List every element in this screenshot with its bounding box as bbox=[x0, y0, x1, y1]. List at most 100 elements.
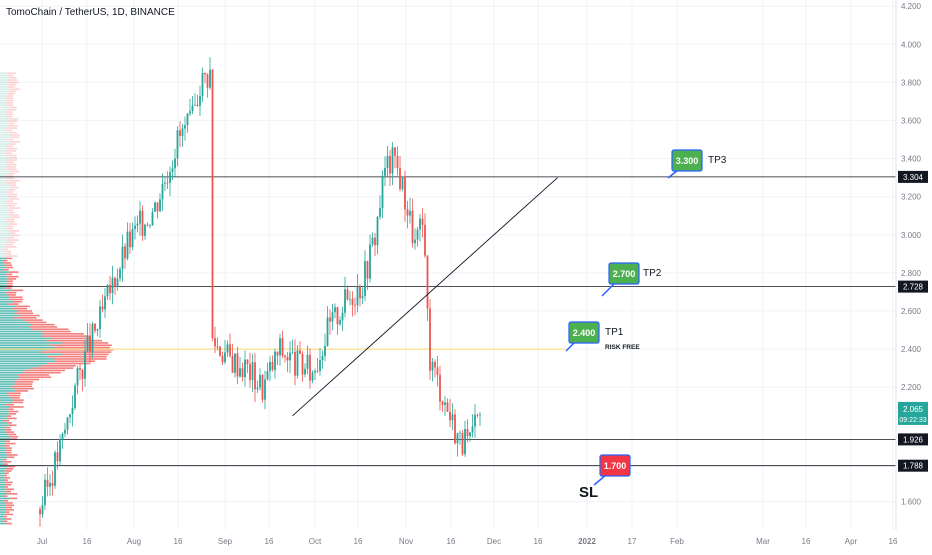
volume-profile-bar-down bbox=[5, 97, 14, 100]
volume-profile-bar-up bbox=[0, 458, 4, 461]
volume-profile-bar-up bbox=[0, 502, 7, 504]
volume-profile-bar-up bbox=[0, 330, 42, 333]
volume-profile-bar-down bbox=[7, 209, 14, 212]
candle-down bbox=[276, 351, 279, 356]
volume-profile-bar-down bbox=[16, 378, 40, 381]
trendline-line bbox=[292, 177, 558, 417]
candle-down bbox=[429, 308, 431, 371]
volume-profile-bar-up bbox=[0, 161, 7, 164]
volume-profile-bar-up bbox=[0, 269, 4, 271]
volume-profile-bar-down bbox=[5, 113, 14, 116]
candle-down bbox=[454, 414, 456, 444]
candle-up bbox=[169, 172, 171, 183]
candle-down bbox=[301, 353, 304, 375]
candle-up bbox=[361, 296, 364, 299]
candle-up bbox=[334, 307, 336, 313]
volume-profile-bar-up bbox=[0, 431, 5, 433]
volume-profile-bar-down bbox=[7, 454, 18, 456]
callout-label-tp1: TP1 bbox=[605, 327, 624, 338]
volume-profile-bar-down bbox=[11, 140, 21, 143]
candle-up bbox=[444, 402, 446, 405]
volume-profile-bar-up bbox=[0, 271, 10, 273]
volume-profile-bar-up bbox=[0, 376, 20, 379]
volume-profile-bar-up bbox=[0, 342, 63, 344]
y-tick-label: 2.600 bbox=[901, 307, 922, 316]
candle-down bbox=[101, 306, 104, 310]
volume-profile-bar-down bbox=[5, 145, 13, 148]
candle-up bbox=[311, 372, 314, 381]
volume-profile-bar-up bbox=[0, 97, 6, 100]
volume-profile-bar-down bbox=[4, 431, 15, 433]
volume-profile-bar-down bbox=[15, 383, 33, 385]
volume-profile-bar-down bbox=[4, 426, 11, 429]
volume-profile-bar-down bbox=[6, 493, 18, 495]
candle-down bbox=[254, 362, 256, 390]
volume-profile-bar-up bbox=[0, 399, 14, 401]
volume-profile-bar-down bbox=[55, 346, 111, 349]
candle-up bbox=[259, 375, 261, 388]
volume-profile-bar-down bbox=[5, 522, 12, 525]
volume-profile-bar-up bbox=[0, 173, 9, 175]
volume-profile-bar-up bbox=[0, 246, 6, 248]
candle-up bbox=[319, 359, 321, 371]
volume-profile-bar-down bbox=[3, 445, 10, 447]
volume-profile-bar-down bbox=[6, 449, 12, 452]
candle-down bbox=[141, 210, 144, 236]
volume-profile-bar-up bbox=[0, 257, 6, 260]
candle-down bbox=[231, 355, 234, 373]
candle-up bbox=[459, 432, 461, 434]
candle-down bbox=[396, 155, 399, 168]
candle-up bbox=[76, 367, 79, 386]
volume-profile-bar-down bbox=[7, 278, 17, 280]
volume-profile-bar-up bbox=[0, 207, 11, 209]
volume-profile-bar-up bbox=[0, 198, 11, 200]
candle-up bbox=[66, 417, 69, 430]
y-tick-label: 1.600 bbox=[901, 498, 922, 507]
candle-down bbox=[129, 231, 131, 248]
candle-down bbox=[214, 337, 216, 347]
volume-profile-bar-down bbox=[5, 115, 13, 118]
volume-profile-bar-up bbox=[0, 319, 24, 321]
volume-profile-bar-down bbox=[5, 504, 15, 507]
candle-up bbox=[181, 128, 184, 137]
annotations[interactable]: 3.300 TP3 2.700 TP2 2.400 TP1 RISK FREE 1.700 SL bbox=[565, 149, 727, 501]
volume-profile-bar-up bbox=[0, 499, 3, 502]
y-tick-label: 3.800 bbox=[901, 78, 922, 87]
candle-down bbox=[461, 432, 464, 455]
volume-profile-bar-up bbox=[0, 401, 13, 404]
candle-up bbox=[121, 246, 124, 270]
trendline[interactable] bbox=[292, 177, 558, 417]
volume-profile-bar-down bbox=[9, 76, 17, 79]
candle-down bbox=[219, 346, 221, 357]
volume-profile-bar-up bbox=[0, 511, 6, 513]
volume-profile-bar-down bbox=[5, 129, 13, 132]
volume-profile-bar-up bbox=[0, 223, 11, 225]
candle-down bbox=[89, 335, 91, 352]
volume-profile-bar-up bbox=[0, 419, 5, 422]
volume-profile-bar-down bbox=[40, 365, 76, 367]
volume-profile-bar-up bbox=[0, 312, 15, 315]
volume-profile-bar-down bbox=[7, 193, 18, 196]
candle-up bbox=[251, 362, 254, 381]
volume-profile-bar-up bbox=[0, 472, 6, 475]
volume-profile-bar-up bbox=[0, 442, 6, 445]
volume-profile-bar-down bbox=[6, 127, 18, 129]
candle-down bbox=[404, 176, 406, 210]
volume-profile-bar-up bbox=[0, 506, 5, 509]
candle-down bbox=[79, 367, 81, 370]
candle-up bbox=[331, 312, 334, 322]
horizontal-levels[interactable]: 3.304 2.728 1.926 1.788 bbox=[0, 170, 928, 472]
candle-up bbox=[314, 370, 316, 373]
candle-up bbox=[364, 261, 366, 297]
volume-profile-bar-down bbox=[11, 397, 20, 399]
callout-pointer bbox=[593, 474, 607, 486]
volume-profile-bar-down bbox=[17, 374, 49, 376]
volume-profile-bar-up bbox=[0, 195, 9, 198]
candle-down bbox=[261, 375, 264, 400]
volume-profile-bar-down bbox=[4, 461, 12, 463]
candle-up bbox=[111, 277, 114, 294]
volume-profile-bar-down bbox=[5, 150, 17, 152]
volume-profile-bar-down bbox=[14, 312, 34, 315]
